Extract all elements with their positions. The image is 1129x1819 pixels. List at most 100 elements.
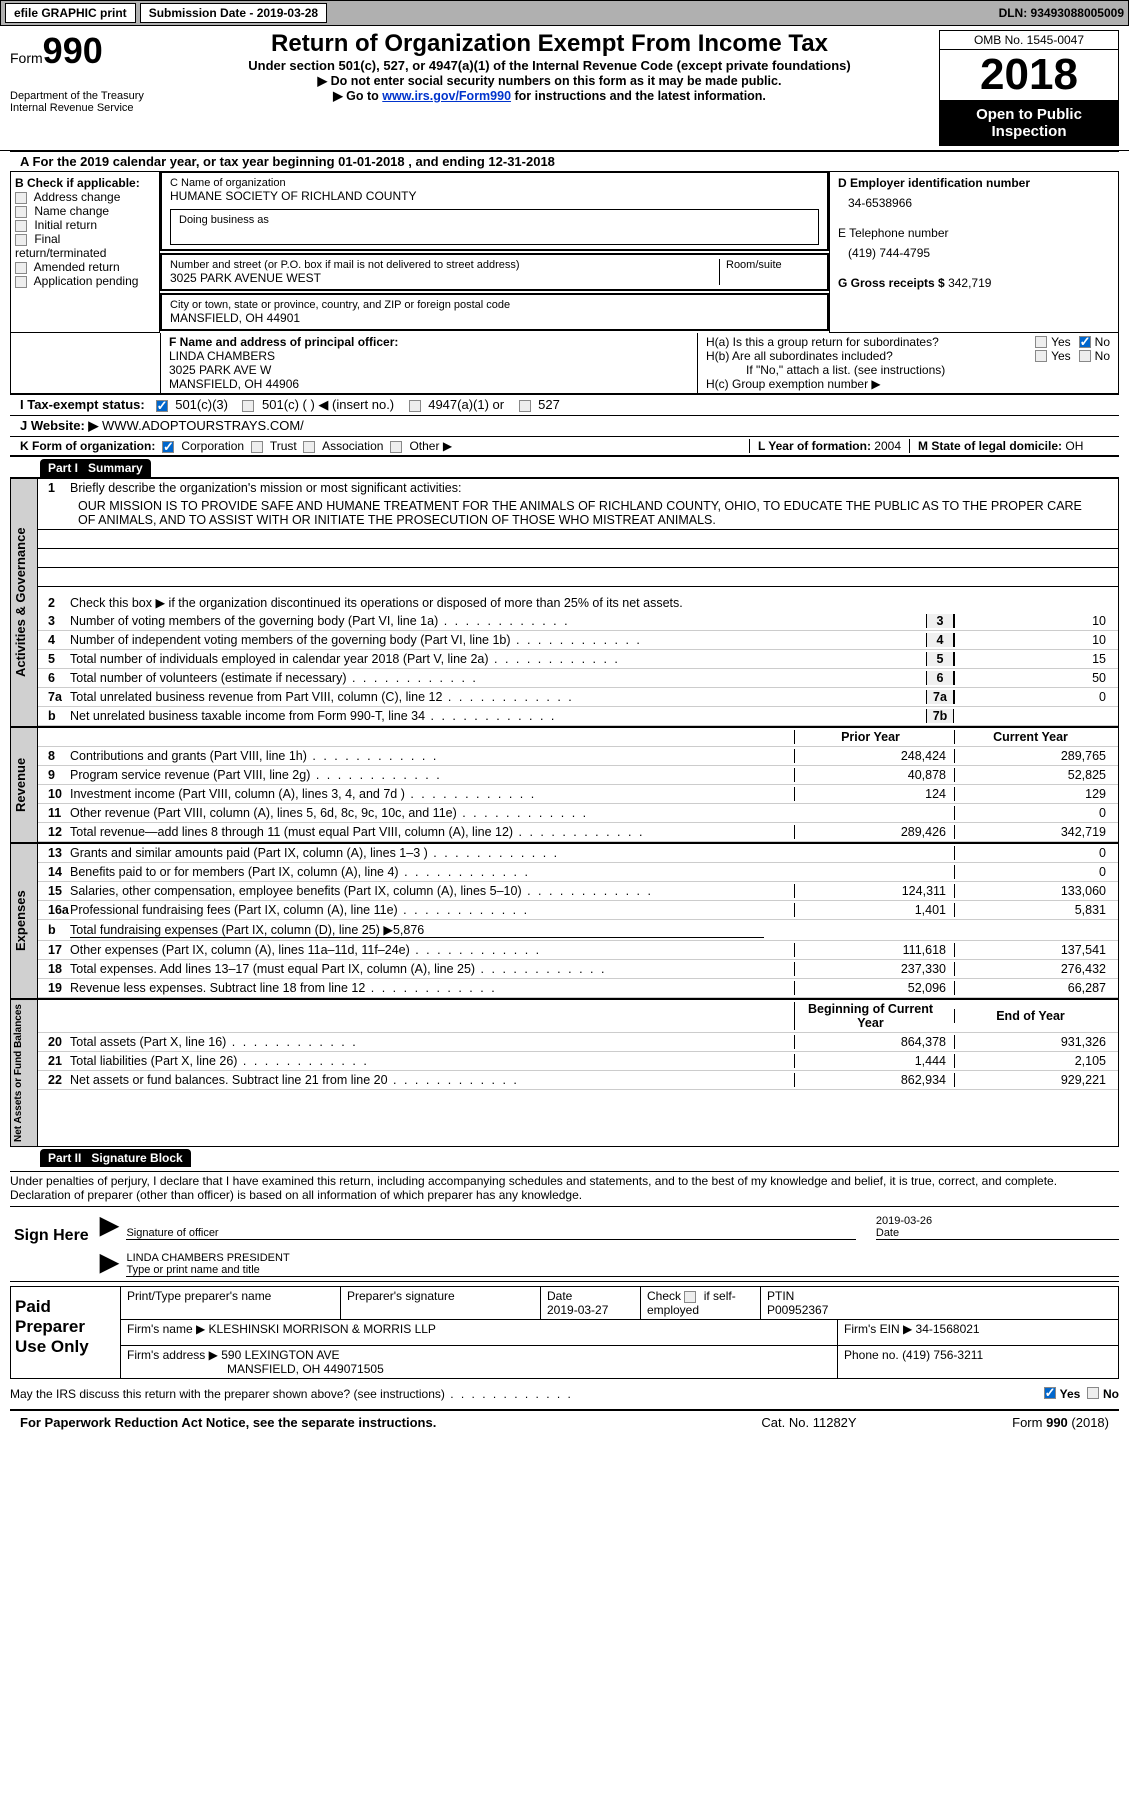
4947-checkbox[interactable] xyxy=(409,400,421,412)
trust-checkbox[interactable] xyxy=(251,441,263,453)
part2-header-wrap: Part II Signature Block xyxy=(0,1147,1129,1167)
checkbox-row: Name change xyxy=(15,204,155,218)
applicable-checkbox[interactable] xyxy=(15,276,27,288)
vtab-expenses: Expenses xyxy=(10,843,38,999)
fh-section: F Name and address of principal officer:… xyxy=(10,333,1119,394)
street-box: Number and street (or P.O. box if mail i… xyxy=(160,253,829,291)
ha-no-checkbox[interactable] xyxy=(1079,336,1091,348)
hb-yes-checkbox[interactable] xyxy=(1035,350,1047,362)
corp-checkbox[interactable] xyxy=(162,441,174,453)
sign-here-block: Sign Here ▶ Signature of officer 2019-03… xyxy=(10,1206,1119,1282)
section-a-tax-year: A For the 2019 calendar year, or tax yea… xyxy=(10,151,1119,171)
summary-line: 5Total number of individuals employed in… xyxy=(38,650,1118,669)
form-subtitle: Under section 501(c), 527, or 4947(a)(1)… xyxy=(170,58,929,73)
org-name-label: C Name of organization xyxy=(170,177,819,189)
officer-name: LINDA CHAMBERS xyxy=(169,349,689,363)
officer-addr2: MANSFIELD, OH 44906 xyxy=(169,377,689,391)
section-j-label: J Website: ▶ xyxy=(20,418,98,433)
summary-line: 10Investment income (Part VIII, column (… xyxy=(38,785,1118,804)
summary-line: 22Net assets or fund balances. Subtract … xyxy=(38,1071,1118,1090)
line1-label: Briefly describe the organization's miss… xyxy=(70,481,1114,495)
discuss-no-checkbox[interactable] xyxy=(1087,1387,1099,1399)
hb-no-checkbox[interactable] xyxy=(1079,350,1091,362)
self-employed-checkbox[interactable] xyxy=(684,1291,696,1303)
irs-link[interactable]: www.irs.gov/Form990 xyxy=(382,89,511,103)
ein-label: D Employer identification number xyxy=(838,176,1110,190)
state-domicile: OH xyxy=(1065,439,1083,453)
summary-line: 12Total revenue—add lines 8 through 11 (… xyxy=(38,823,1118,842)
summary-line: bNet unrelated business taxable income f… xyxy=(38,707,1118,726)
part1-revenue: Revenue Prior Year Current Year 8Contrib… xyxy=(10,727,1119,843)
dept-treasury: Department of the Treasury xyxy=(10,90,160,102)
paid-preparer-block: Paid Preparer Use Only Print/Type prepar… xyxy=(10,1286,1119,1379)
form-ref: Form 990 (2018) xyxy=(909,1415,1109,1430)
begin-year-header: Beginning of Current Year xyxy=(794,1002,954,1030)
room-label: Room/suite xyxy=(726,259,819,271)
officer-signature-field[interactable]: Signature of officer xyxy=(126,1227,855,1240)
hb-note: If "No," attach a list. (see instruction… xyxy=(706,363,1110,377)
tax-exempt-line: I Tax-exempt status: 501(c)(3) 501(c) ( … xyxy=(10,394,1119,415)
checkbox-row: Initial return xyxy=(15,218,155,232)
summary-line: 15Salaries, other compensation, employee… xyxy=(38,882,1118,901)
501c-checkbox[interactable] xyxy=(242,400,254,412)
mission-blank1 xyxy=(38,530,1118,549)
527-checkbox[interactable] xyxy=(519,400,531,412)
applicable-checkbox[interactable] xyxy=(15,262,27,274)
applicable-checkbox[interactable] xyxy=(15,234,27,246)
summary-line: 21Total liabilities (Part X, line 26)1,4… xyxy=(38,1052,1118,1071)
dln: DLN: 93493088005009 xyxy=(999,6,1124,20)
checkbox-row: Address change xyxy=(15,190,155,204)
arrow-icon: ▶ xyxy=(100,1211,118,1240)
assoc-checkbox[interactable] xyxy=(303,441,315,453)
klm-line: K Form of organization: Corporation Trus… xyxy=(10,436,1119,457)
phone-value: (419) 744-4795 xyxy=(838,240,1110,276)
ha-yes-checkbox[interactable] xyxy=(1035,336,1047,348)
prep-sig-label: Preparer's signature xyxy=(341,1287,541,1319)
officer-addr1: 3025 PARK AVE W xyxy=(169,363,689,377)
summary-line: 14Benefits paid to or for members (Part … xyxy=(38,863,1118,882)
summary-line: 8Contributions and grants (Part VIII, li… xyxy=(38,747,1118,766)
applicable-checkbox[interactable] xyxy=(15,192,27,204)
other-checkbox[interactable] xyxy=(390,441,402,453)
form-header: Form990 Department of the Treasury Inter… xyxy=(0,26,1129,151)
hb-label: H(b) Are all subordinates included? xyxy=(706,349,1035,363)
gross-value: 342,719 xyxy=(948,276,991,290)
discuss-yes-checkbox[interactable] xyxy=(1044,1387,1056,1399)
opt-assoc: Association xyxy=(322,439,383,453)
ha-label: H(a) Is this a group return for subordin… xyxy=(706,335,1035,349)
checkbox-row: Final return/terminated xyxy=(15,232,155,260)
part1-expenses: Expenses 13Grants and similar amounts pa… xyxy=(10,843,1119,999)
firm-address-cell: Firm's address ▶ 590 LEXINGTON AVEMANSFI… xyxy=(121,1346,838,1378)
goto-note: ▶ Go to www.irs.gov/Form990 for instruct… xyxy=(170,88,929,103)
street-label: Number and street (or P.O. box if mail i… xyxy=(170,259,719,271)
vtab-governance: Activities & Governance xyxy=(10,478,38,727)
firm-phone-cell: Phone no. (419) 756-3211 xyxy=(838,1346,1118,1378)
city-label: City or town, state or province, country… xyxy=(170,299,819,311)
summary-line: 9Program service revenue (Part VIII, lin… xyxy=(38,766,1118,785)
part2-label: Part II Signature Block xyxy=(40,1149,191,1167)
opt-501c: 501(c) ( ) ◀ (insert no.) xyxy=(262,397,394,412)
summary-line: 6Total number of volunteers (estimate if… xyxy=(38,669,1118,688)
firm-name-cell: Firm's name ▶ KLESHINSKI MORRISON & MORR… xyxy=(121,1320,838,1345)
summary-line: 7aTotal unrelated business revenue from … xyxy=(38,688,1118,707)
form-label: Form xyxy=(10,50,43,66)
ptin-cell: PTINP00952367 xyxy=(761,1287,1118,1319)
summary-line: 19Revenue less expenses. Subtract line 1… xyxy=(38,979,1118,998)
phone-label: E Telephone number xyxy=(838,226,1110,240)
officer-label: F Name and address of principal officer: xyxy=(169,335,689,349)
org-name: HUMANE SOCIETY OF RICHLAND COUNTY xyxy=(170,189,819,203)
applicable-checkbox[interactable] xyxy=(15,220,27,232)
form-number: 990 xyxy=(43,30,103,71)
prior-year-header: Prior Year xyxy=(794,730,954,744)
hc-label: H(c) Group exemption number ▶ xyxy=(706,377,1110,391)
signature-date-field: 2019-03-26Date xyxy=(876,1215,1119,1240)
arrow-icon: ▶ xyxy=(100,1248,118,1277)
gross-receipts: G Gross receipts $ 342,719 xyxy=(838,276,1110,290)
501c3-checkbox[interactable] xyxy=(156,400,168,412)
summary-line: 13Grants and similar amounts paid (Part … xyxy=(38,844,1118,863)
prep-name-label: Print/Type preparer's name xyxy=(121,1287,341,1319)
checkbox-row: Application pending xyxy=(15,274,155,288)
applicable-checkbox[interactable] xyxy=(15,206,27,218)
ssn-note: ▶ Do not enter social security numbers o… xyxy=(170,73,929,88)
mission-text: OUR MISSION IS TO PROVIDE SAFE AND HUMAN… xyxy=(38,497,1118,530)
